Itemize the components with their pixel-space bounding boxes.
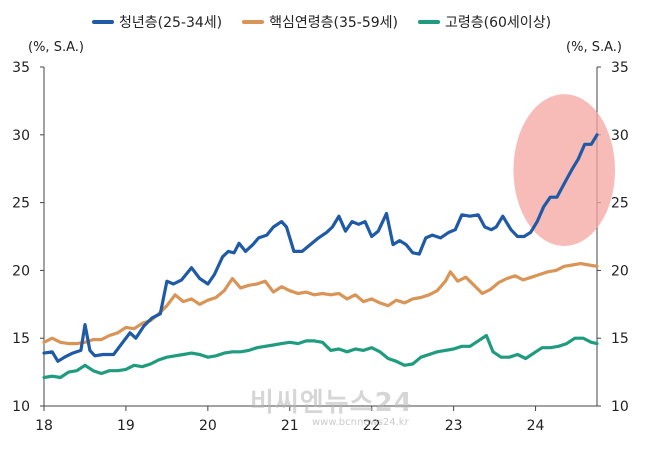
- x-tick-label: 20: [199, 418, 217, 434]
- y-tick-label-right: 25: [611, 196, 629, 212]
- chart-legend: 청년층(25-34세) 핵심연령층(35-59세) 고령층(60세이상): [92, 12, 551, 32]
- y-unit-right: (%, S.A.): [566, 40, 622, 55]
- x-tick-label: 24: [527, 418, 545, 434]
- series-line-senior: [42, 333, 599, 380]
- legend-label-core: 핵심연령층(35-59세): [269, 15, 399, 31]
- legend-label-senior: 고령층(60세이상): [445, 15, 552, 31]
- x-tick-label: 23: [445, 418, 463, 434]
- x-tick-label: 18: [35, 418, 53, 434]
- y-tick-label-right: 35: [611, 60, 629, 76]
- y-tick-label-left: 30: [12, 128, 30, 144]
- legend-item-senior: 고령층(60세이상): [418, 12, 551, 32]
- legend-label-youth: 청년층(25-34세): [119, 15, 223, 31]
- series-line-youth: [42, 133, 599, 363]
- x-tick-label: 19: [117, 418, 135, 434]
- y-tick-label-right: 15: [611, 331, 629, 347]
- y-tick-label-left: 25: [12, 196, 30, 212]
- y-tick-label-left: 15: [12, 331, 30, 347]
- y-tick-label-right: 10: [611, 399, 629, 415]
- x-tick-label: 22: [363, 418, 381, 434]
- highlight-ellipse: [513, 94, 616, 246]
- y-tick-label-left: 10: [12, 399, 30, 415]
- y-tick-label-right: 20: [611, 263, 629, 279]
- legend-item-core: 핵심연령층(35-59세): [242, 12, 398, 32]
- watermark-logo: 비씨엔뉴스24: [250, 388, 413, 418]
- series-line-core: [42, 262, 599, 346]
- x-tick-label: 21: [281, 418, 299, 434]
- y-tick-label-right: 30: [611, 128, 629, 144]
- legend-item-youth: 청년층(25-34세): [92, 12, 222, 32]
- legend-swatch-senior: [418, 20, 441, 24]
- y-tick-label-left: 35: [12, 60, 30, 76]
- y-tick-label-left: 20: [12, 263, 30, 279]
- legend-swatch-core: [242, 20, 265, 24]
- y-unit-left: (%, S.A.): [28, 40, 84, 55]
- watermark-url: www.bcnnews24.kr: [312, 417, 409, 428]
- legend-swatch-youth: [92, 20, 114, 24]
